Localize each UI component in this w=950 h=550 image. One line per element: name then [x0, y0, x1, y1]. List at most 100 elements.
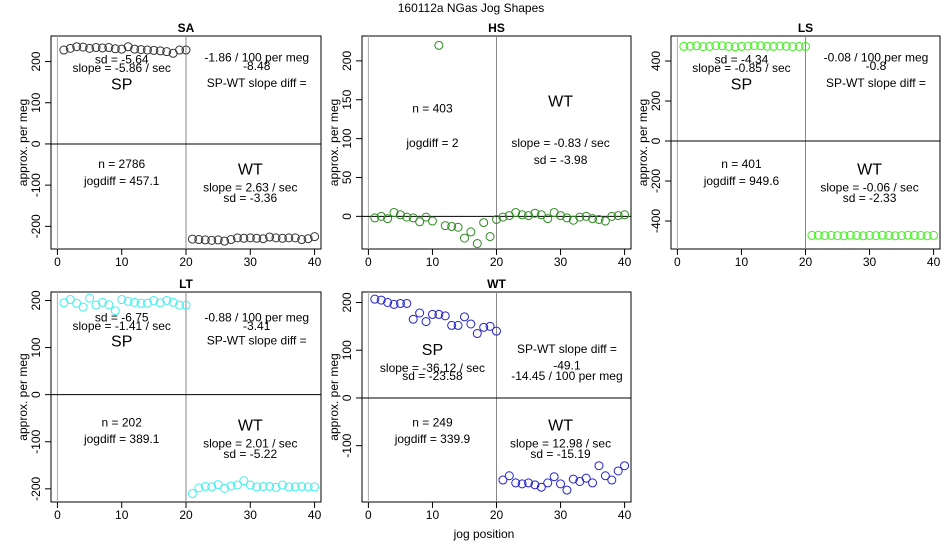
data-point — [226, 235, 236, 245]
x-tick-label: 40 — [308, 508, 322, 522]
y-tick-label: 0 — [340, 213, 354, 220]
data-point — [543, 214, 553, 224]
data-point — [271, 233, 281, 243]
data-point — [788, 42, 798, 52]
wt-slope: slope = -0.06 / sec — [820, 180, 918, 194]
slope-diff-value: -3.41 — [243, 319, 271, 333]
y-tick-label: 100 — [29, 92, 43, 112]
data-point — [421, 317, 431, 327]
slope-diff-value: -49.1 — [553, 359, 581, 373]
panel-title: LS — [798, 21, 813, 35]
data-point — [72, 42, 82, 52]
data-point — [175, 300, 185, 310]
y-tick-label: 400 — [649, 51, 663, 71]
x-tick-label: 30 — [554, 255, 568, 269]
data-point — [613, 211, 623, 221]
data-point — [207, 235, 217, 245]
data-point — [303, 234, 313, 244]
data-point — [213, 235, 223, 245]
data-point — [110, 306, 120, 316]
data-point — [187, 489, 197, 499]
data-point — [142, 45, 152, 55]
data-point — [104, 300, 114, 310]
data-point — [284, 482, 294, 492]
y-tick-label: -100 — [340, 433, 354, 457]
data-point — [245, 480, 255, 490]
data-point — [440, 221, 450, 231]
wt-sd: sd = -3.36 — [223, 191, 277, 205]
sp-sd: sd = -6.75 — [95, 310, 149, 324]
sp-label: SP — [111, 334, 132, 351]
data-point — [175, 45, 185, 55]
slope-diff-title: SP-WT slope diff = — [517, 342, 617, 356]
data-point — [258, 234, 268, 244]
data-point — [130, 297, 140, 307]
y-tick-label: 200 — [29, 51, 43, 71]
sp-slope: slope = -36.12 / sec — [380, 361, 485, 375]
x-tick-label: 0 — [54, 255, 61, 269]
sp-slope: slope = -5.86 / sec — [73, 61, 171, 75]
y-tick-label: -200 — [649, 169, 663, 193]
data-point — [447, 221, 457, 231]
data-point — [613, 466, 623, 476]
data-point — [277, 233, 287, 243]
y-tick-label: 100 — [340, 128, 354, 148]
data-point — [466, 319, 476, 329]
data-point — [472, 239, 482, 249]
x-tick-label: 10 — [115, 255, 129, 269]
data-point — [865, 230, 875, 240]
y-tick-label: 0 — [649, 137, 663, 144]
data-point — [845, 230, 855, 240]
data-point — [453, 222, 463, 232]
data-point — [303, 482, 313, 492]
x-tick-label: 20 — [799, 255, 813, 269]
data-point — [415, 308, 425, 318]
wt-slope: slope = 12.98 / sec — [510, 436, 611, 450]
data-point — [194, 483, 204, 493]
panel-lt: 0 10 20 30 40 -200 -100 0 100 200 LT approx. per me… — [16, 277, 322, 522]
data-point — [162, 295, 172, 305]
data-point — [290, 482, 300, 492]
data-point — [801, 41, 810, 51]
data-point — [383, 214, 393, 224]
data-point — [492, 214, 501, 224]
x-tick-label: 20 — [490, 255, 504, 269]
data-point — [376, 295, 386, 305]
wt-slope: slope = 2.01 / sec — [203, 436, 297, 450]
data-point — [136, 45, 146, 55]
data-point — [813, 230, 823, 240]
data-point — [110, 44, 120, 54]
data-point — [575, 212, 585, 222]
data-point — [466, 227, 476, 237]
data-point — [284, 233, 294, 243]
wt-label: WT — [238, 418, 263, 435]
y-tick-label: 100 — [340, 340, 354, 360]
data-point — [620, 461, 630, 471]
wt-slope: slope = -0.83 / sec — [511, 136, 609, 150]
data-point — [820, 231, 830, 241]
data-point — [389, 207, 399, 217]
data-point — [600, 471, 610, 481]
data-point — [297, 235, 307, 245]
y-tick-label: 50 — [340, 170, 354, 184]
data-point — [594, 214, 604, 224]
y-axis-title: approx. per meg — [327, 353, 341, 440]
data-point — [200, 481, 210, 491]
x-tick-label: 0 — [674, 255, 681, 269]
data-point — [762, 41, 772, 51]
x-tick-label: 40 — [927, 255, 941, 269]
jog-diff: jogdiff = 457.1 — [83, 174, 160, 188]
x-tick-label: 30 — [863, 255, 877, 269]
jog-diff: jogdiff = 339.9 — [394, 432, 471, 446]
data-point — [162, 47, 172, 57]
data-point — [781, 41, 791, 51]
data-point — [909, 230, 919, 240]
y-tick-label: 200 — [340, 292, 354, 312]
data-point — [916, 230, 926, 240]
data-point — [858, 231, 868, 241]
slope-diff-title: SP-WT slope diff = — [826, 76, 926, 90]
y-axis-title: approx. per meg — [327, 99, 341, 186]
data-point — [530, 208, 540, 218]
data-point — [536, 482, 546, 492]
data-point — [479, 218, 489, 228]
